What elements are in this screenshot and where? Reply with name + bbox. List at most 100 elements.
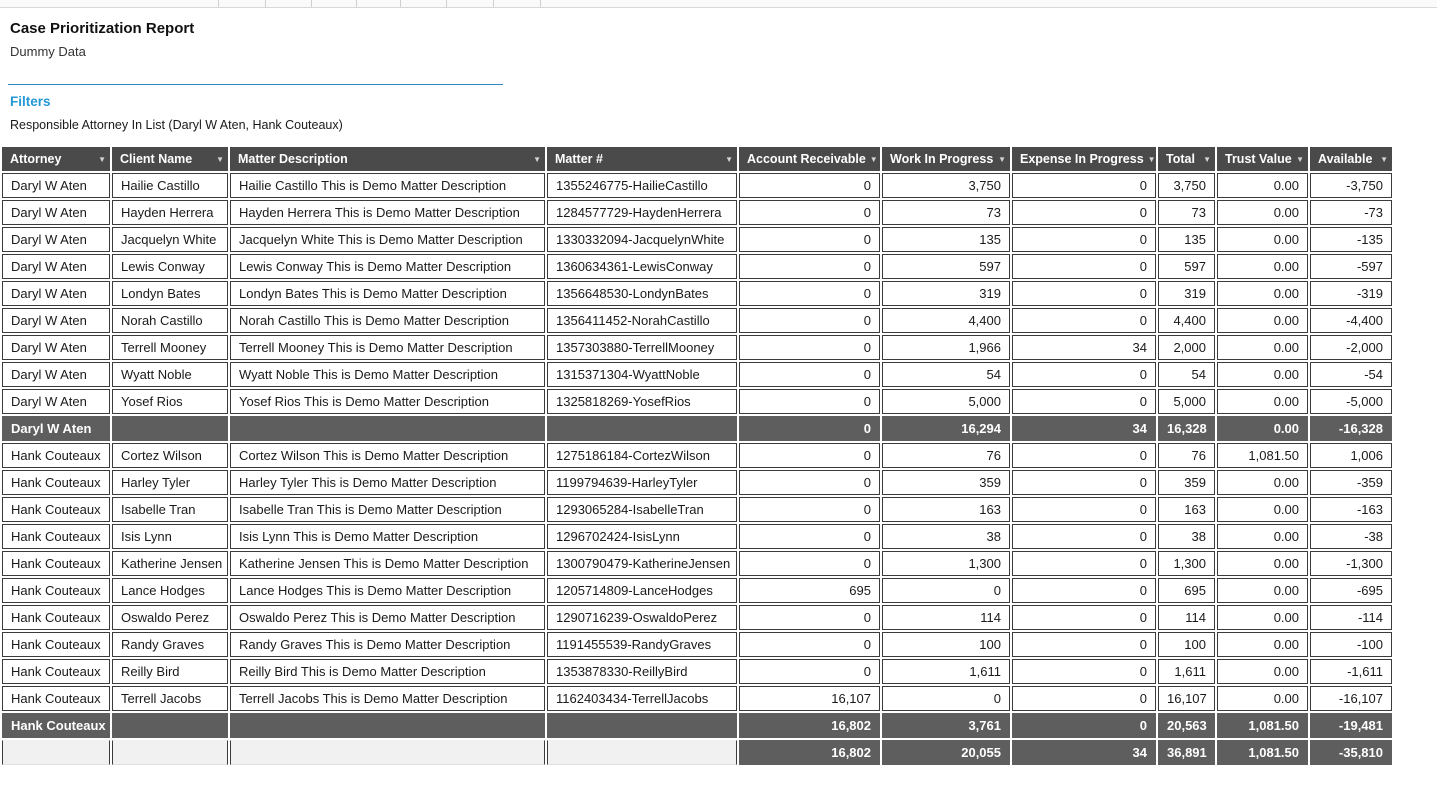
cell-account-receivable: 0 bbox=[739, 254, 880, 279]
header-row: Attorney ▼ Client Name ▼ Matter Description ▼… bbox=[2, 147, 1392, 171]
column-header-work-in-progress[interactable]: Work In Progress ▼ bbox=[882, 147, 1010, 171]
table-row: Daryl W Aten Wyatt Noble Wyatt Noble This … bbox=[2, 362, 1392, 387]
cell-matter-description bbox=[230, 713, 545, 738]
cell-available: -54 bbox=[1310, 362, 1392, 387]
column-header-account-receivable[interactable]: Account Receivable ▼ bbox=[739, 147, 880, 171]
clipped-grid-strip bbox=[0, 0, 1437, 8]
sort-dropdown-icon[interactable]: ▼ bbox=[1380, 154, 1388, 164]
cell-client-name bbox=[112, 713, 228, 738]
grid-tick bbox=[311, 0, 312, 7]
cell-expense-in-progress: 0 bbox=[1012, 497, 1156, 522]
cell-work-in-progress: 3,761 bbox=[882, 713, 1010, 738]
cell-trust-value: 0.00 bbox=[1217, 173, 1308, 198]
cell-matter: 1275186184-CortezWilson bbox=[547, 443, 737, 468]
cell-total: 20,563 bbox=[1158, 713, 1215, 738]
sort-dropdown-icon[interactable]: ▼ bbox=[533, 154, 541, 164]
cell-attorney: Daryl W Aten bbox=[2, 389, 110, 414]
column-header-label: Matter Description bbox=[238, 152, 348, 166]
cell-available: -38 bbox=[1310, 524, 1392, 549]
table-row: Daryl W Aten Hayden Herrera Hayden Herrera… bbox=[2, 200, 1392, 225]
column-header-matter[interactable]: Matter # ▼ bbox=[547, 147, 737, 171]
cell-matter: 1360634361-LewisConway bbox=[547, 254, 737, 279]
cell-account-receivable: 0 bbox=[739, 605, 880, 630]
cell-expense-in-progress: 0 bbox=[1012, 713, 1156, 738]
cell-work-in-progress: 1,611 bbox=[882, 659, 1010, 684]
cell-trust-value: 0.00 bbox=[1217, 335, 1308, 360]
cell-matter-description bbox=[230, 740, 545, 765]
table-row: Hank Couteaux Cortez Wilson Cortez Wilson … bbox=[2, 443, 1392, 468]
table-row: Hank Couteaux Terrell Jacobs Terrell Jacob… bbox=[2, 686, 1392, 711]
column-header-expense-in-progress[interactable]: Expense In Progress ▼ bbox=[1012, 147, 1156, 171]
column-header-trust-value[interactable]: Trust Value ▼ bbox=[1217, 147, 1308, 171]
cell-trust-value: 0.00 bbox=[1217, 254, 1308, 279]
cell-client-name: Lewis Conway bbox=[112, 254, 228, 279]
cell-account-receivable: 16,107 bbox=[739, 686, 880, 711]
cell-work-in-progress: 4,400 bbox=[882, 308, 1010, 333]
cell-matter-description: Hayden Herrera This is Demo Matter Descr… bbox=[230, 200, 545, 225]
cell-account-receivable: 0 bbox=[739, 308, 880, 333]
column-header-label: Work In Progress bbox=[890, 152, 994, 166]
cell-trust-value: 0.00 bbox=[1217, 686, 1308, 711]
table-row: Hank Couteaux Lance Hodges Lance Hodges Th… bbox=[2, 578, 1392, 603]
cell-available: -19,481 bbox=[1310, 713, 1392, 738]
cell-available: -1,300 bbox=[1310, 551, 1392, 576]
cell-attorney: Hank Couteaux bbox=[2, 632, 110, 657]
cell-matter-description: Yosef Rios This is Demo Matter Descripti… bbox=[230, 389, 545, 414]
column-header-label: Client Name bbox=[120, 152, 193, 166]
cell-matter-description: Katherine Jensen This is Demo Matter Des… bbox=[230, 551, 545, 576]
subtotal-row: Hank Couteaux 16,802 3,761 0 20,563 1,081.50-… bbox=[2, 713, 1392, 738]
cell-matter: 1293065284-IsabelleTran bbox=[547, 497, 737, 522]
cell-total: 163 bbox=[1158, 497, 1215, 522]
sort-dropdown-icon[interactable]: ▼ bbox=[216, 154, 224, 164]
cell-matter: 1315371304-WyattNoble bbox=[547, 362, 737, 387]
cell-attorney: Hank Couteaux bbox=[2, 443, 110, 468]
sort-dropdown-icon[interactable]: ▼ bbox=[725, 154, 733, 164]
cell-trust-value: 0.00 bbox=[1217, 389, 1308, 414]
cell-attorney: Daryl W Aten bbox=[2, 308, 110, 333]
table-row: Daryl W Aten Londyn Bates Londyn Bates Thi… bbox=[2, 281, 1392, 306]
cell-matter-description: Wyatt Noble This is Demo Matter Descript… bbox=[230, 362, 545, 387]
cell-total: 76 bbox=[1158, 443, 1215, 468]
cell-matter bbox=[547, 416, 737, 441]
table-row: Daryl W Aten Hailie Castillo Hailie Castil… bbox=[2, 173, 1392, 198]
sort-dropdown-icon[interactable]: ▼ bbox=[1203, 154, 1211, 164]
cell-matter-description: Oswaldo Perez This is Demo Matter Descri… bbox=[230, 605, 545, 630]
cell-attorney: Hank Couteaux bbox=[2, 551, 110, 576]
cell-expense-in-progress: 0 bbox=[1012, 524, 1156, 549]
sort-dropdown-icon[interactable]: ▼ bbox=[1147, 154, 1156, 164]
cell-expense-in-progress: 0 bbox=[1012, 200, 1156, 225]
sort-dropdown-icon[interactable]: ▼ bbox=[998, 154, 1006, 164]
cell-trust-value: 0.00 bbox=[1217, 227, 1308, 252]
cell-client-name: Isis Lynn bbox=[112, 524, 228, 549]
cell-account-receivable: 0 bbox=[739, 470, 880, 495]
cell-matter-description: Londyn Bates This is Demo Matter Descrip… bbox=[230, 281, 545, 306]
cell-matter-description: Terrell Jacobs This is Demo Matter Descr… bbox=[230, 686, 545, 711]
cell-work-in-progress: 16,294 bbox=[882, 416, 1010, 441]
cell-work-in-progress: 38 bbox=[882, 524, 1010, 549]
cell-available: -1,611 bbox=[1310, 659, 1392, 684]
cell-attorney: Hank Couteaux bbox=[2, 470, 110, 495]
table-row: Hank Couteaux Isabelle Tran Isabelle Tran … bbox=[2, 497, 1392, 522]
column-header-attorney[interactable]: Attorney ▼ bbox=[2, 147, 110, 171]
cell-trust-value: 0.00 bbox=[1217, 200, 1308, 225]
cell-client-name: Wyatt Noble bbox=[112, 362, 228, 387]
column-header-available[interactable]: Available ▼ bbox=[1310, 147, 1392, 171]
cell-expense-in-progress: 0 bbox=[1012, 443, 1156, 468]
cell-client-name: Norah Castillo bbox=[112, 308, 228, 333]
column-header-matter-description[interactable]: Matter Description ▼ bbox=[230, 147, 545, 171]
sort-dropdown-icon[interactable]: ▼ bbox=[869, 154, 878, 164]
cell-account-receivable: 0 bbox=[739, 416, 880, 441]
cell-matter: 1205714809-LanceHodges bbox=[547, 578, 737, 603]
cell-account-receivable: 0 bbox=[739, 524, 880, 549]
cell-work-in-progress: 0 bbox=[882, 578, 1010, 603]
column-header-total[interactable]: Total ▼ bbox=[1158, 147, 1215, 171]
sort-dropdown-icon[interactable]: ▼ bbox=[1296, 154, 1304, 164]
column-header-client-name[interactable]: Client Name ▼ bbox=[112, 147, 228, 171]
cell-trust-value: 0.00 bbox=[1217, 551, 1308, 576]
cell-total: 597 bbox=[1158, 254, 1215, 279]
cell-matter: 1357303880-TerrellMooney bbox=[547, 335, 737, 360]
sort-dropdown-icon[interactable]: ▼ bbox=[98, 154, 106, 164]
cell-available: 1,006 bbox=[1310, 443, 1392, 468]
cell-expense-in-progress: 0 bbox=[1012, 551, 1156, 576]
cell-client-name: Cortez Wilson bbox=[112, 443, 228, 468]
